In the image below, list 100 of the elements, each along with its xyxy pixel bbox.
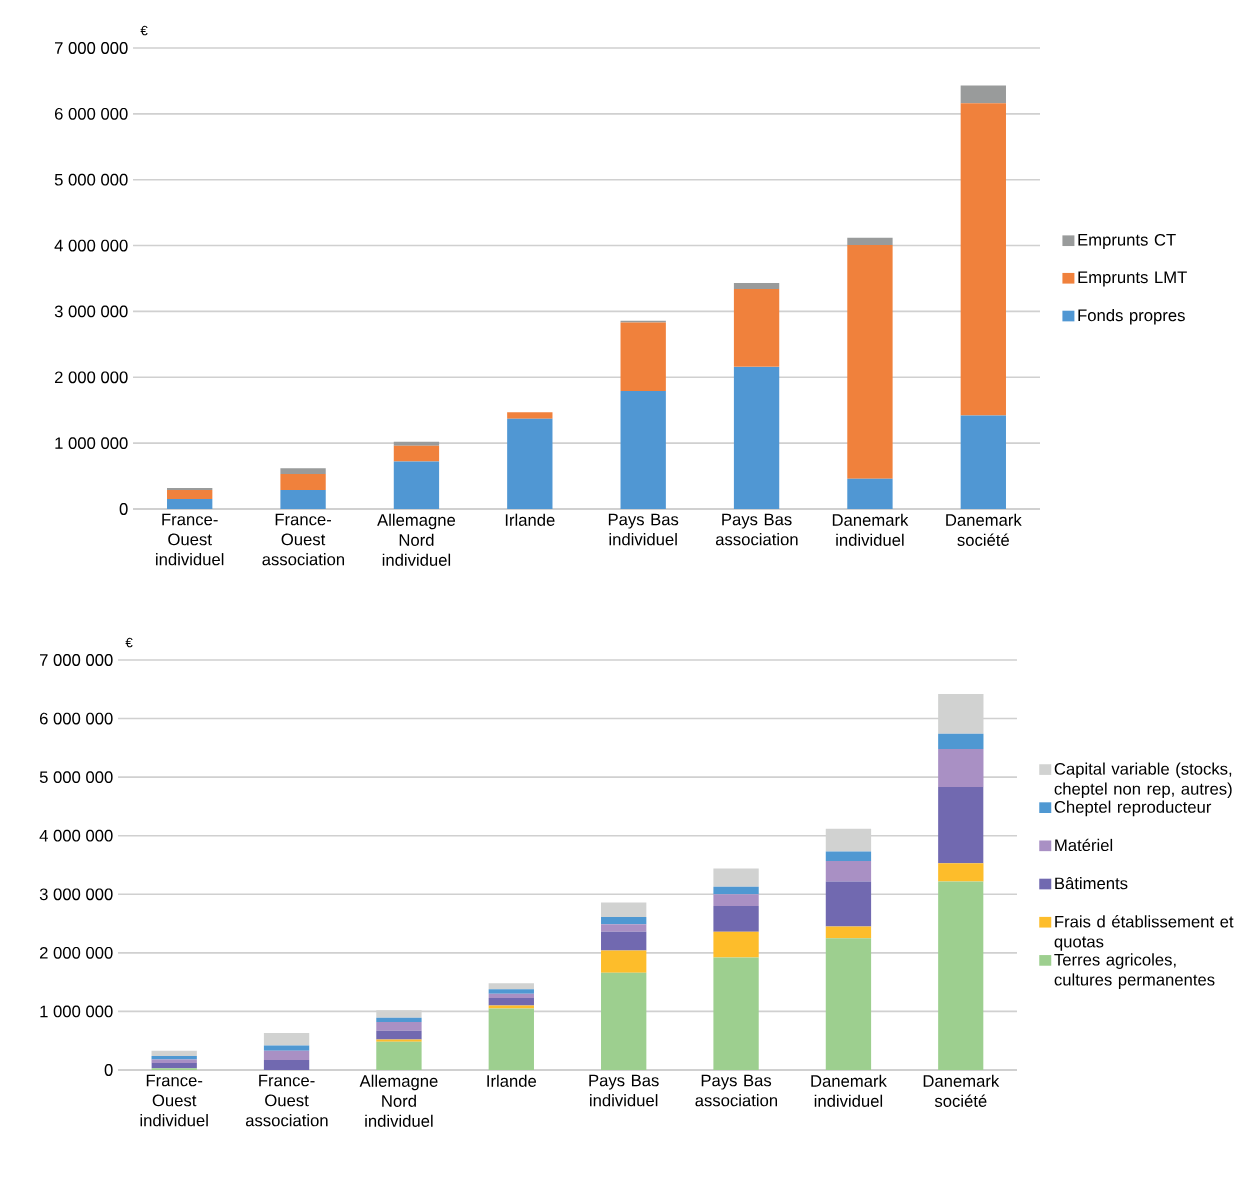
y-tick-label: 0 — [104, 1064, 113, 1076]
x-tick-label: Pays Bas individuel — [608, 513, 679, 546]
x-tick-label: France-Ouest individuel — [140, 1074, 208, 1127]
bar — [280, 474, 326, 490]
bar — [713, 905, 759, 932]
x-tick-label: France-Ouest individuel — [156, 513, 224, 566]
y-tick-label: 1 000 000 — [40, 1005, 113, 1018]
x-tick-label: Pays Bas association — [715, 513, 798, 546]
y-tick-label: 7 000 000 — [55, 42, 128, 54]
bar — [376, 1041, 422, 1070]
bar — [376, 1030, 422, 1040]
bar — [713, 894, 759, 906]
x-tick-label: France-Ouest association — [245, 1074, 328, 1127]
bar — [601, 917, 647, 925]
bar — [376, 1017, 422, 1022]
y-tick-label: 5 000 000 — [39, 771, 113, 784]
bar — [938, 733, 984, 750]
x-tick-label: Pays Bas individuel — [589, 1074, 659, 1107]
bar — [488, 997, 534, 1006]
y-tick-label: 0 — [119, 503, 128, 515]
y-tick-label: 6 000 000 — [54, 107, 128, 120]
bar — [847, 244, 893, 479]
bar — [507, 418, 553, 509]
legend-label: Emprunts CT — [1078, 233, 1176, 249]
bar — [938, 787, 984, 864]
bar — [825, 851, 872, 861]
x-tick-label: Allemagne Nord individuel — [359, 1074, 438, 1127]
bar — [376, 1010, 422, 1018]
bar — [280, 468, 326, 475]
y-tick-label: 6 000 000 — [39, 712, 113, 725]
bar — [376, 1021, 422, 1031]
y-tick-label: 4 000 000 — [39, 829, 113, 842]
bar — [263, 1050, 310, 1061]
bar — [825, 860, 872, 882]
bar — [488, 983, 534, 990]
x-tick-label: Irlande — [487, 1074, 537, 1087]
bar — [620, 322, 666, 392]
bar — [938, 749, 984, 788]
bar — [825, 938, 872, 1070]
y-tick-label: 2 000 000 — [54, 371, 128, 384]
bar — [280, 489, 326, 509]
bar — [393, 441, 440, 446]
bar — [960, 85, 1006, 104]
bar — [601, 950, 647, 973]
bar — [938, 863, 984, 882]
bar — [263, 1060, 310, 1070]
legend-label: Terres agricoles, cultures permanentes — [1054, 953, 1215, 989]
bar — [620, 391, 666, 509]
y-tick-label: 3 000 000 — [39, 888, 113, 901]
legend-label: Capital variable (stocks, cheptel non rep, autres) — [1054, 762, 1232, 799]
legend-label: Fonds propres — [1078, 308, 1185, 325]
y-tick-label: 2 000 000 — [39, 946, 113, 959]
bar — [847, 478, 893, 509]
bar — [713, 886, 759, 895]
bar — [488, 993, 534, 998]
bar — [733, 283, 780, 290]
bar — [601, 972, 647, 1070]
bar — [713, 931, 759, 958]
bar — [263, 1033, 310, 1046]
bar — [825, 881, 872, 927]
bar — [825, 828, 872, 852]
bar — [393, 461, 440, 509]
x-tick-label: France-Ouest association — [262, 513, 345, 566]
bar — [263, 1045, 310, 1051]
legend-label: Frais d établissement et quotas — [1054, 915, 1234, 951]
legend-label: Cheptel reproducteur — [1054, 800, 1212, 817]
x-tick-label: Danemark individuel — [811, 1074, 887, 1107]
y-tick-label: 3 000 000 — [54, 305, 128, 318]
bar — [601, 931, 647, 951]
legend-label: Emprunts LMT — [1078, 271, 1187, 287]
bar — [151, 1062, 197, 1069]
bar — [488, 989, 534, 994]
bar — [488, 1008, 534, 1070]
bar — [938, 881, 984, 1070]
bar — [151, 1059, 197, 1063]
bar — [733, 289, 780, 367]
y-tick-label: 1 000 000 — [55, 437, 128, 450]
legend-label: Matériel — [1055, 838, 1113, 852]
y-tick-label: 7 000 000 — [40, 654, 113, 666]
x-tick-label: Allemagne Nord individuel — [377, 513, 456, 566]
bar — [601, 924, 647, 932]
bar — [507, 412, 553, 419]
y-tick-label: 4 000 000 — [54, 239, 128, 252]
bar — [825, 926, 872, 939]
x-tick-label: Danemark société — [946, 513, 1022, 546]
bar — [167, 499, 213, 509]
bar — [847, 237, 893, 245]
y-tick-label: 5 000 000 — [54, 173, 128, 186]
x-tick-label: Pays Bas association — [695, 1074, 778, 1107]
bar — [960, 103, 1006, 416]
y-axis-title: € — [140, 25, 148, 36]
bar — [167, 489, 213, 500]
bar — [713, 868, 759, 887]
bar — [601, 902, 647, 918]
bar — [938, 693, 984, 734]
x-tick-label: Irlande — [505, 513, 555, 526]
x-tick-label: Danemark société — [923, 1074, 1000, 1107]
bar — [733, 366, 780, 509]
bar — [713, 957, 759, 1070]
y-axis-title: € — [125, 637, 133, 648]
